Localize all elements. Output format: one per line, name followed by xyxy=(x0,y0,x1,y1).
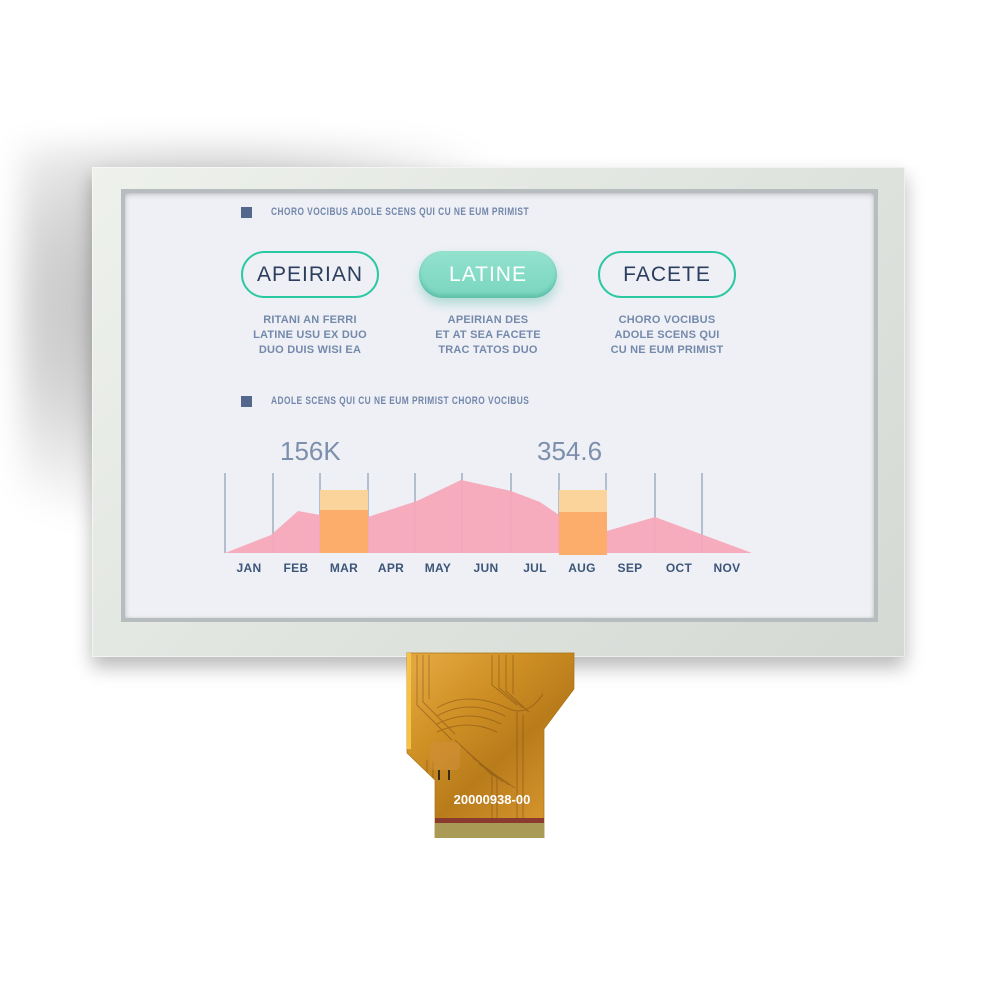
svg-text:20000938-00: 20000938-00 xyxy=(454,792,531,807)
